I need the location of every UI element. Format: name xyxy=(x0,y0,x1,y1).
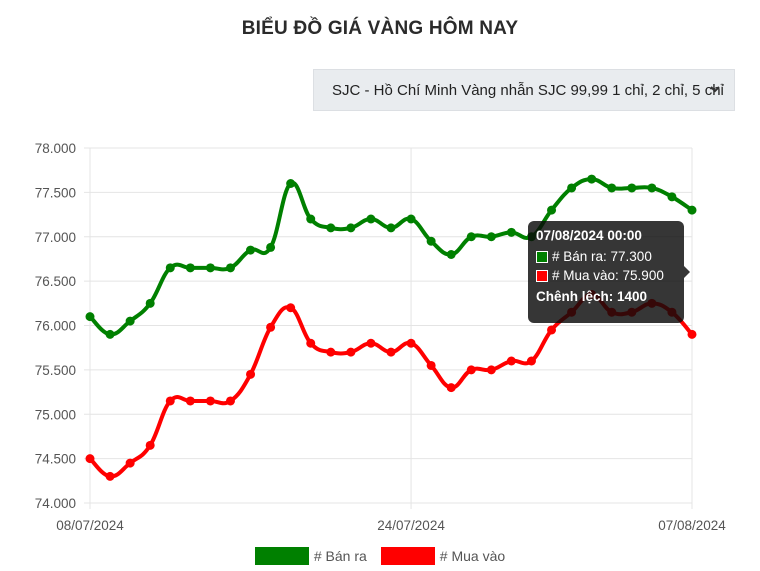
data-point[interactable] xyxy=(125,316,135,326)
x-tick-label: 24/07/2024 xyxy=(377,518,445,533)
data-point[interactable] xyxy=(607,183,617,193)
data-point[interactable] xyxy=(366,214,376,224)
tooltip-row-mua-vao: # Mua vào: 75.900 xyxy=(536,268,676,283)
data-point[interactable] xyxy=(426,236,436,246)
data-point[interactable] xyxy=(165,263,175,273)
x-tick-label: 08/07/2024 xyxy=(56,518,124,533)
x-tick-label: 07/08/2024 xyxy=(658,518,726,533)
tooltip-value-mua-vao: # Mua vào: 75.900 xyxy=(552,268,664,283)
data-point[interactable] xyxy=(386,347,396,357)
data-point[interactable] xyxy=(246,369,256,379)
y-tick-label: 74.500 xyxy=(35,452,76,467)
data-point[interactable] xyxy=(687,329,697,339)
tooltip-row-ban-ra: # Bán ra: 77.300 xyxy=(536,249,676,264)
legend-label-mua-vao: # Mua vào xyxy=(439,548,506,564)
legend-item-ban-ra[interactable]: # Bán ra xyxy=(254,547,367,565)
data-point[interactable] xyxy=(225,263,235,273)
data-point[interactable] xyxy=(446,250,456,259)
x-axis-ticks: 08/07/2024 24/07/2024 07/08/2024 xyxy=(56,518,726,533)
data-point[interactable] xyxy=(286,179,296,188)
data-point[interactable] xyxy=(185,396,195,406)
data-point[interactable] xyxy=(225,396,235,406)
chevron-down-icon xyxy=(710,86,720,93)
chart-legend: # Bán ra # Mua vào xyxy=(0,547,760,565)
data-point[interactable] xyxy=(567,183,577,193)
data-point[interactable] xyxy=(205,263,215,273)
data-point[interactable] xyxy=(627,183,637,193)
tooltip-arrow xyxy=(684,266,690,278)
data-point[interactable] xyxy=(105,471,115,481)
tooltip-title: 07/08/2024 00:00 xyxy=(536,228,642,243)
data-point[interactable] xyxy=(346,223,356,233)
data-point[interactable] xyxy=(105,329,115,339)
tooltip-swatch-ban-ra xyxy=(536,250,548,263)
legend-item-mua-vao[interactable]: # Mua vào xyxy=(380,547,506,565)
data-point[interactable] xyxy=(446,383,456,393)
data-point[interactable] xyxy=(587,174,597,184)
y-tick-label: 77.500 xyxy=(35,185,76,200)
data-point[interactable] xyxy=(306,214,316,224)
data-point[interactable] xyxy=(506,227,516,237)
legend-label-ban-ra: # Bán ra xyxy=(313,548,367,564)
data-point[interactable] xyxy=(406,214,416,224)
data-point[interactable] xyxy=(266,322,276,332)
data-point[interactable] xyxy=(647,183,657,193)
chart-grid xyxy=(84,147,693,509)
data-point[interactable] xyxy=(406,338,416,348)
data-point[interactable] xyxy=(266,242,276,252)
y-tick-label: 77.000 xyxy=(35,230,76,245)
data-point[interactable] xyxy=(426,360,436,370)
y-axis-ticks: 78.000 77.500 77.000 76.500 76.000 75.500 75.0… xyxy=(35,141,76,511)
y-tick-label: 76.500 xyxy=(35,274,76,289)
data-point[interactable] xyxy=(85,454,95,464)
data-point[interactable] xyxy=(165,396,175,406)
y-tick-label: 76.000 xyxy=(35,319,76,334)
data-point[interactable] xyxy=(366,338,376,348)
chart-title: BIỂU ĐỒ GIÁ VÀNG HÔM NAY xyxy=(241,18,519,39)
y-tick-label: 78.000 xyxy=(35,141,76,156)
data-point[interactable] xyxy=(306,338,316,348)
data-point[interactable] xyxy=(506,356,516,366)
data-point[interactable] xyxy=(466,365,476,375)
data-point[interactable] xyxy=(246,245,256,255)
tooltip-footer: Chênh lệch: 1400 xyxy=(536,289,648,304)
gold-type-select-value: SJC - Hồ Chí Minh Vàng nhẫn SJC 99,99 1 … xyxy=(332,81,724,99)
data-point[interactable] xyxy=(145,440,155,450)
data-point[interactable] xyxy=(85,312,95,322)
data-point[interactable] xyxy=(286,303,296,313)
gold-type-select[interactable]: SJC - Hồ Chí Minh Vàng nhẫn SJC 99,99 1 … xyxy=(313,69,735,111)
data-point[interactable] xyxy=(687,205,697,215)
data-point[interactable] xyxy=(326,347,336,357)
data-point[interactable] xyxy=(486,365,496,375)
tooltip-value-ban-ra: # Bán ra: 77.300 xyxy=(552,249,652,264)
data-point[interactable] xyxy=(667,192,677,202)
data-point[interactable] xyxy=(466,232,476,242)
legend-swatch-mua-vao xyxy=(380,547,435,565)
data-point[interactable] xyxy=(125,458,135,468)
data-point[interactable] xyxy=(547,205,557,215)
data-point[interactable] xyxy=(145,298,155,308)
legend-swatch-ban-ra xyxy=(254,547,309,565)
data-point[interactable] xyxy=(486,232,496,242)
tooltip-swatch-mua-vao xyxy=(536,269,548,282)
data-point[interactable] xyxy=(386,223,396,233)
y-tick-label: 74.000 xyxy=(35,496,76,511)
y-tick-label: 75.500 xyxy=(35,363,76,378)
chart-tooltip: 07/08/2024 00:00 # Bán ra: 77.300 # Mua … xyxy=(528,221,690,323)
data-point[interactable] xyxy=(326,223,336,233)
data-point[interactable] xyxy=(185,263,195,273)
data-point[interactable] xyxy=(205,396,215,406)
data-point[interactable] xyxy=(346,347,356,357)
y-tick-label: 75.000 xyxy=(35,407,76,422)
data-point[interactable] xyxy=(547,325,557,335)
data-point[interactable] xyxy=(526,356,536,366)
